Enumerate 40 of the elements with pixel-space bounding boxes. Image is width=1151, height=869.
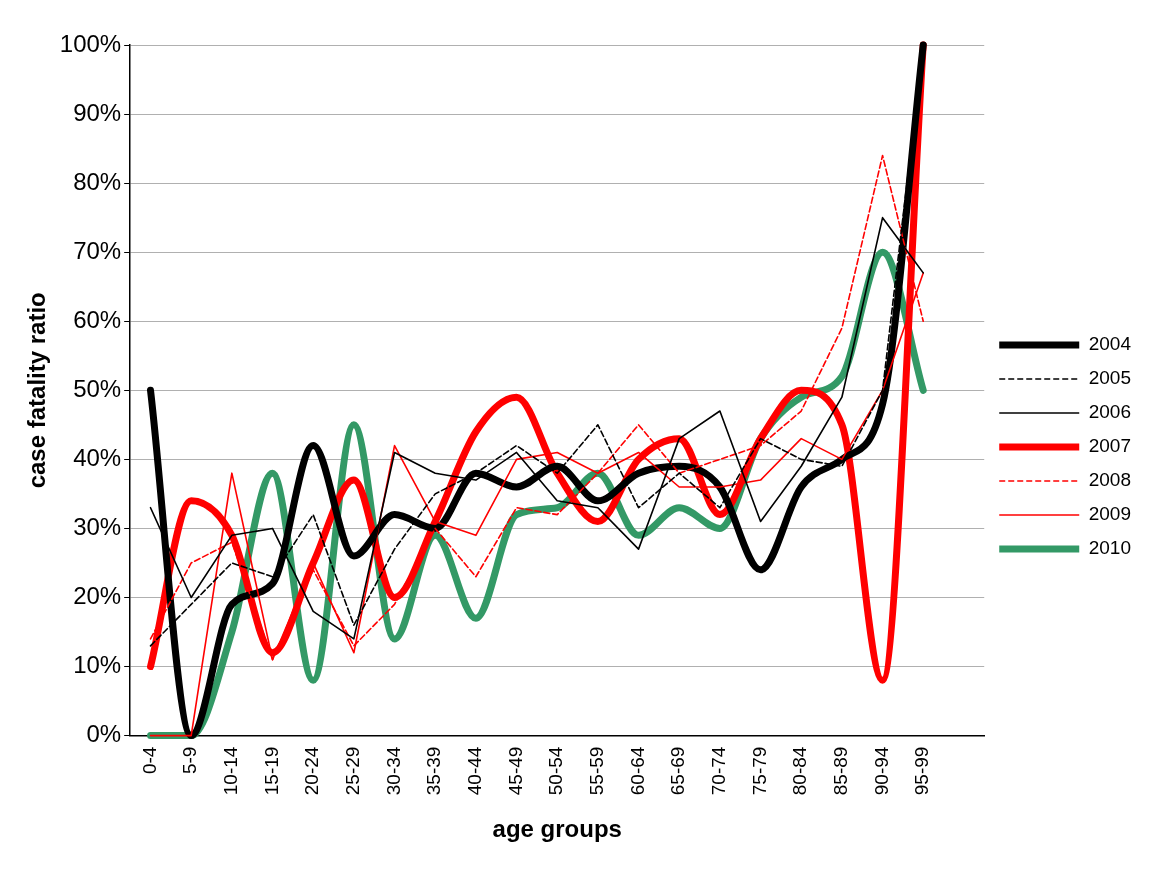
x-tick-label: 80-84 bbox=[789, 746, 811, 796]
y-tick-label: 50% bbox=[73, 374, 122, 402]
x-tick-label: 85-89 bbox=[830, 746, 852, 796]
legend-label: 2007 bbox=[1088, 435, 1132, 457]
x-tick-label: 5-9 bbox=[179, 746, 201, 775]
x-tick-label: 0-4 bbox=[138, 746, 160, 775]
legend-label: 2005 bbox=[1088, 367, 1132, 389]
y-tick-label: 10% bbox=[73, 651, 122, 679]
y-tick-label: 90% bbox=[73, 98, 122, 126]
x-tick-label: 75-79 bbox=[748, 746, 770, 796]
y-tick-label: 30% bbox=[73, 513, 122, 541]
y-tick-label: 40% bbox=[73, 443, 122, 471]
legend-label: 2004 bbox=[1088, 333, 1132, 355]
legend-label: 2006 bbox=[1088, 401, 1132, 423]
y-axis-title: case fatality ratio bbox=[23, 292, 51, 489]
y-tick-label: 70% bbox=[73, 236, 122, 264]
x-tick-label: 65-69 bbox=[667, 746, 689, 796]
x-tick-label: 50-54 bbox=[545, 746, 567, 796]
y-tick-label: 0% bbox=[86, 720, 122, 748]
legend-label: 2008 bbox=[1088, 469, 1132, 491]
y-tick-label: 60% bbox=[73, 305, 122, 333]
x-tick-label: 95-99 bbox=[911, 746, 933, 796]
x-tick-label: 60-64 bbox=[626, 746, 648, 796]
x-tick-label: 55-59 bbox=[586, 746, 608, 796]
x-tick-label: 10-14 bbox=[220, 746, 242, 796]
legend-label: 2009 bbox=[1088, 503, 1132, 525]
x-tick-label: 45-49 bbox=[504, 746, 526, 796]
x-tick-label: 30-34 bbox=[382, 746, 404, 796]
x-tick-label: 90-94 bbox=[870, 746, 892, 796]
x-tick-label: 25-29 bbox=[342, 746, 364, 796]
x-tick-label: 40-44 bbox=[464, 746, 486, 796]
y-tick-label: 20% bbox=[73, 582, 122, 610]
x-tick-label: 15-19 bbox=[260, 746, 282, 796]
y-tick-label: 80% bbox=[73, 167, 122, 195]
y-tick-label: 100% bbox=[59, 29, 122, 57]
x-tick-label: 20-24 bbox=[301, 746, 323, 796]
legend-label: 2010 bbox=[1088, 537, 1132, 559]
x-tick-label: 70-74 bbox=[708, 746, 730, 796]
x-tick-label: 35-39 bbox=[423, 746, 445, 796]
x-axis-title: age groups bbox=[492, 815, 622, 843]
